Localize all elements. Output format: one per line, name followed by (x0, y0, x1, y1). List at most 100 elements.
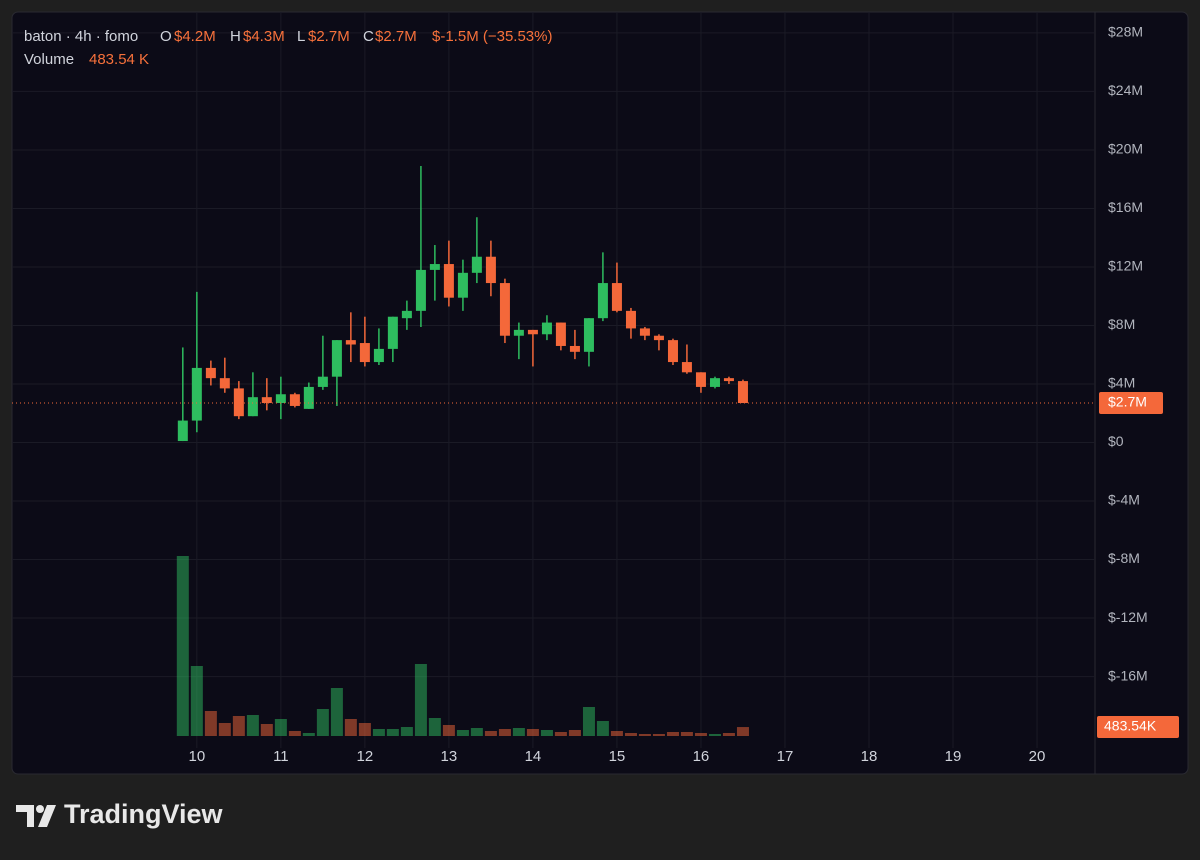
y-tick-label: $12M (1108, 258, 1143, 274)
candle-body (513, 329, 524, 336)
volume-bar (470, 728, 483, 736)
volume-bar (218, 723, 231, 736)
volume-bar (246, 715, 259, 736)
volume-value: 483.54 K (89, 51, 149, 68)
x-tick-label: 16 (693, 748, 710, 765)
candle-body (275, 394, 286, 404)
volume-bar (176, 556, 189, 736)
candle-body (471, 256, 482, 273)
volume-bar (708, 734, 721, 736)
candle-body (205, 367, 216, 379)
candle-body (233, 388, 244, 417)
candle-body (723, 378, 734, 382)
logo-icon (16, 805, 34, 827)
candle-body (177, 420, 188, 442)
candle-body (597, 283, 608, 319)
volume-bar (484, 731, 497, 736)
candle-body (303, 386, 314, 409)
volume-bar (582, 707, 595, 736)
candle-body (667, 340, 678, 363)
volume-bar (204, 711, 217, 736)
volume-bar (442, 725, 455, 736)
y-tick-label: $8M (1108, 316, 1135, 332)
candle-body (261, 397, 272, 404)
volume-bar (302, 733, 315, 736)
x-tick-label: 10 (188, 748, 205, 765)
x-tick-label: 12 (357, 748, 374, 765)
y-tick-label: $24M (1108, 82, 1143, 98)
close-label: C (363, 28, 374, 45)
high-value: $4.3M (243, 28, 285, 45)
last-volume-label: 483.54K (1104, 718, 1157, 734)
x-tick-label: 17 (777, 748, 794, 765)
last-price-label: $2.7M (1108, 394, 1147, 410)
volume-bar (638, 734, 651, 736)
candle-body (219, 378, 230, 389)
volume-bar (526, 729, 539, 736)
last-volume-box (1097, 716, 1179, 739)
candle-body (737, 381, 748, 404)
brand: TradingView (64, 799, 224, 829)
candle-body (317, 376, 328, 387)
logo-icon (36, 805, 44, 813)
candle-body (415, 269, 426, 311)
y-tick-label: $20M (1108, 141, 1143, 157)
y-tick-label: $0 (1108, 433, 1124, 449)
volume-bar (372, 729, 385, 736)
y-tick-label: $16M (1108, 199, 1143, 215)
volume-bar (624, 733, 637, 736)
volume-bar (568, 730, 581, 736)
x-tick-label: 19 (945, 748, 962, 765)
volume-bar (456, 730, 469, 736)
volume-bar (610, 731, 623, 736)
candle-body (373, 348, 384, 363)
candle-body (359, 343, 370, 363)
volume-bar (680, 732, 693, 736)
volume-bar (316, 709, 329, 736)
candle-body (429, 264, 440, 270)
volume-bar (596, 721, 609, 736)
x-tick-label: 15 (609, 748, 626, 765)
volume-bar (344, 719, 357, 736)
x-tick-label: 20 (1029, 748, 1046, 765)
candle-body (555, 322, 566, 346)
volume-bar (232, 716, 245, 736)
candle-body (289, 394, 300, 406)
volume-bar (540, 730, 553, 736)
x-tick-label: 14 (525, 748, 542, 765)
low-label: L (297, 28, 305, 45)
volume-bar (498, 729, 511, 736)
candle-body (653, 335, 664, 341)
legend: baton · 4h · fomo O $4.2M H $4.3M L $2.7… (24, 28, 552, 68)
logo-icon (38, 805, 56, 827)
y-tick-label: $-12M (1108, 609, 1148, 625)
y-tick-label: $4M (1108, 375, 1135, 391)
volume-bar (428, 718, 441, 736)
candle-body (331, 340, 342, 377)
high-label: H (230, 28, 241, 45)
candle-body (345, 340, 356, 345)
volume-bar (400, 727, 413, 736)
chart-area (11, 11, 1189, 775)
y-tick-label: $-4M (1108, 492, 1140, 508)
volume-bar (386, 729, 399, 736)
candle-body (443, 264, 454, 298)
candle-body (625, 310, 636, 329)
symbol: baton · 4h · fomo (24, 28, 138, 45)
volume-bar (554, 732, 567, 736)
candle-body (639, 328, 650, 336)
volume-bar (358, 723, 371, 736)
candle-body (583, 318, 594, 352)
volume-bar (330, 688, 343, 736)
volume-bar (190, 666, 203, 736)
candle-body (191, 367, 202, 421)
open-value: $4.2M (174, 28, 216, 45)
candle-body (695, 372, 706, 387)
low-value: $2.7M (308, 28, 350, 45)
last-price-box (1099, 392, 1163, 415)
volume-bar (722, 733, 735, 736)
volume-bar (288, 731, 301, 736)
candle-body (527, 329, 538, 335)
volume-bar (512, 728, 525, 736)
volume-bar (414, 664, 427, 736)
